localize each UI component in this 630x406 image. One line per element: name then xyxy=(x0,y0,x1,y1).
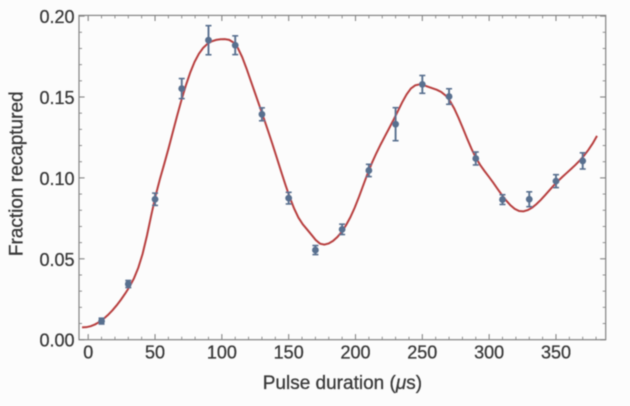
svg-text:200: 200 xyxy=(340,342,370,362)
svg-text:0.00: 0.00 xyxy=(39,331,74,351)
svg-text:Pulse duration (μs): Pulse duration (μs) xyxy=(263,373,422,394)
svg-text:100: 100 xyxy=(207,342,237,362)
svg-text:0.05: 0.05 xyxy=(39,250,74,270)
svg-text:50: 50 xyxy=(145,342,165,362)
svg-text:0: 0 xyxy=(83,342,93,362)
svg-text:150: 150 xyxy=(274,342,304,362)
svg-text:350: 350 xyxy=(541,342,571,362)
svg-text:250: 250 xyxy=(407,342,437,362)
svg-text:Fraction recaptured: Fraction recaptured xyxy=(7,91,28,256)
svg-text:300: 300 xyxy=(474,342,504,362)
svg-text:0.20: 0.20 xyxy=(39,7,74,27)
svg-text:0.10: 0.10 xyxy=(39,169,74,189)
svg-text:0.15: 0.15 xyxy=(39,88,74,108)
